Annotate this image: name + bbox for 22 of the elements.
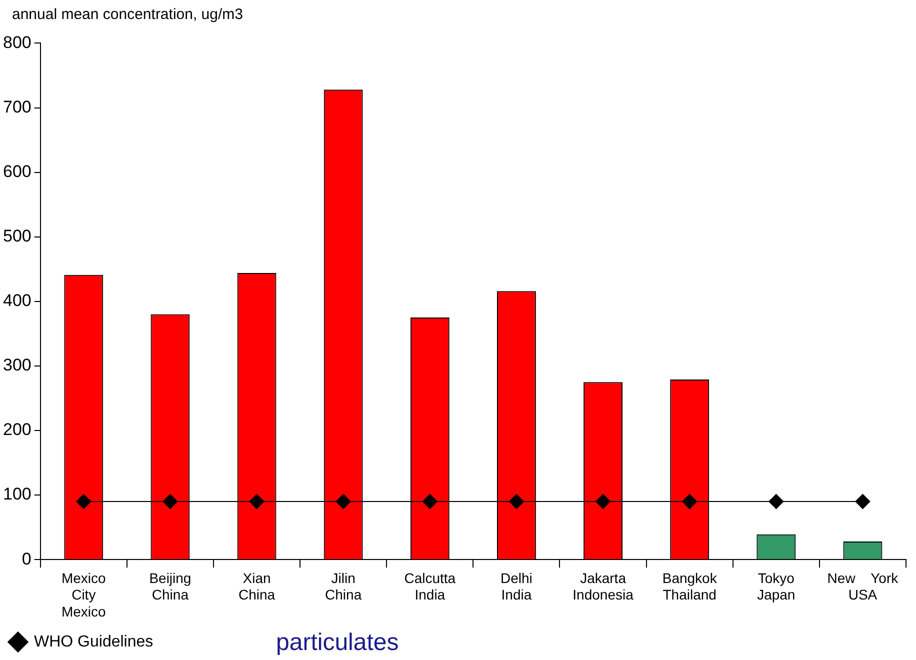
text: particulates [276,629,399,657]
x-tick-label: Mexico City Mexico [61,570,106,620]
x-tick-label: Jakarta Indonesia [572,570,634,603]
x-tick-label: Calcutta India [404,570,456,603]
x-tick-label: Beijing China [149,570,192,603]
y-tick-label: 500 [2,226,32,246]
y-tick-label: 700 [2,97,32,116]
legend-label: WHO Guidelines [34,633,154,650]
y-tick-label: 0 [22,549,32,568]
x-tick-label: Jilin China [325,570,362,603]
x-tick-label: Tokyo Japan [757,570,796,603]
y-axis-title: annual mean concentration, ug/m3 [12,6,243,23]
y-tick-label: 100 [2,484,32,504]
x-tick-label: New York USA [827,570,900,603]
x-tick-label: Bangkok Thailand [662,570,718,603]
y-tick-label: 800 [2,32,32,52]
x-tick-label: Xian China [238,570,276,603]
y-tick-label: 300 [2,356,32,375]
y-tick-label: 600 [2,162,32,181]
y-tick-label: 400 [2,291,32,310]
x-tick-label: Delhi India [500,570,532,603]
y-tick-label: 200 [2,420,32,440]
